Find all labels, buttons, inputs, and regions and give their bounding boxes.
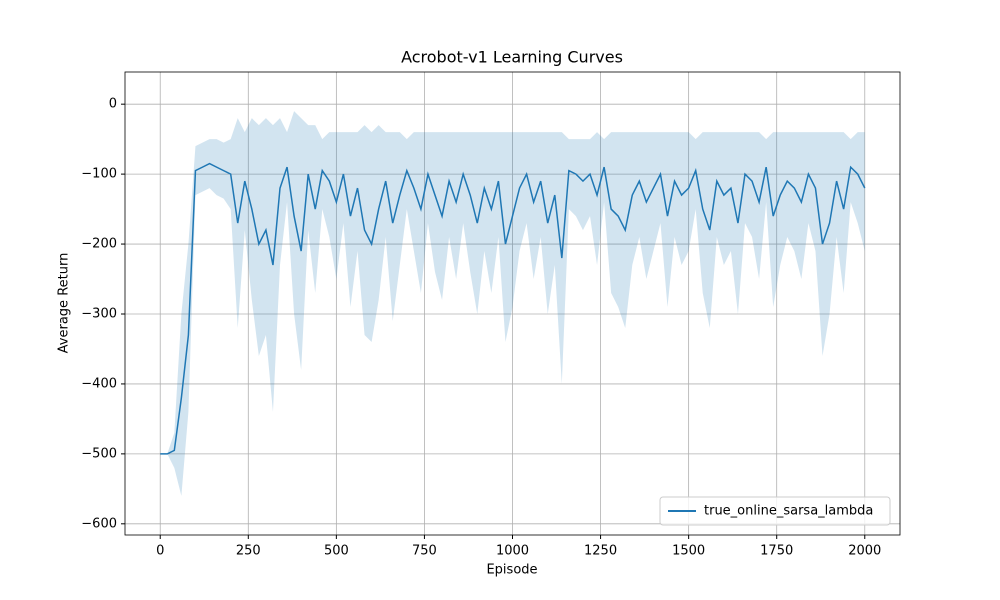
x-tick-label: 1750 — [760, 544, 793, 559]
std-band — [160, 111, 865, 496]
y-tick-label: −400 — [81, 376, 117, 391]
y-tick-label: −500 — [81, 446, 117, 461]
y-axis-label: Average Return — [57, 253, 72, 354]
y-tick-label: 0 — [109, 97, 117, 112]
x-tick-label: 500 — [324, 544, 349, 559]
x-tick-label: 1250 — [584, 544, 617, 559]
x-axis-label: Episode — [486, 563, 537, 578]
chart-title: Acrobot-v1 Learning Curves — [401, 48, 623, 67]
x-tick-label: 2000 — [848, 544, 881, 559]
x-tick-label: 250 — [236, 544, 261, 559]
y-tick-label: −200 — [81, 237, 117, 252]
legend-box — [659, 496, 891, 526]
x-tick-label: 1000 — [496, 544, 529, 559]
legend-label: true_online_sarsa_lambda — [704, 504, 873, 519]
x-tick-label: 1500 — [672, 544, 705, 559]
y-tick-label: −100 — [81, 167, 117, 182]
x-tick-label: 0 — [156, 544, 164, 559]
series-line — [160, 162, 866, 455]
plot-frame — [124, 71, 901, 536]
x-tick-label: 750 — [412, 544, 437, 559]
y-tick-label: −300 — [81, 306, 117, 321]
y-tick-label: −600 — [81, 516, 117, 531]
